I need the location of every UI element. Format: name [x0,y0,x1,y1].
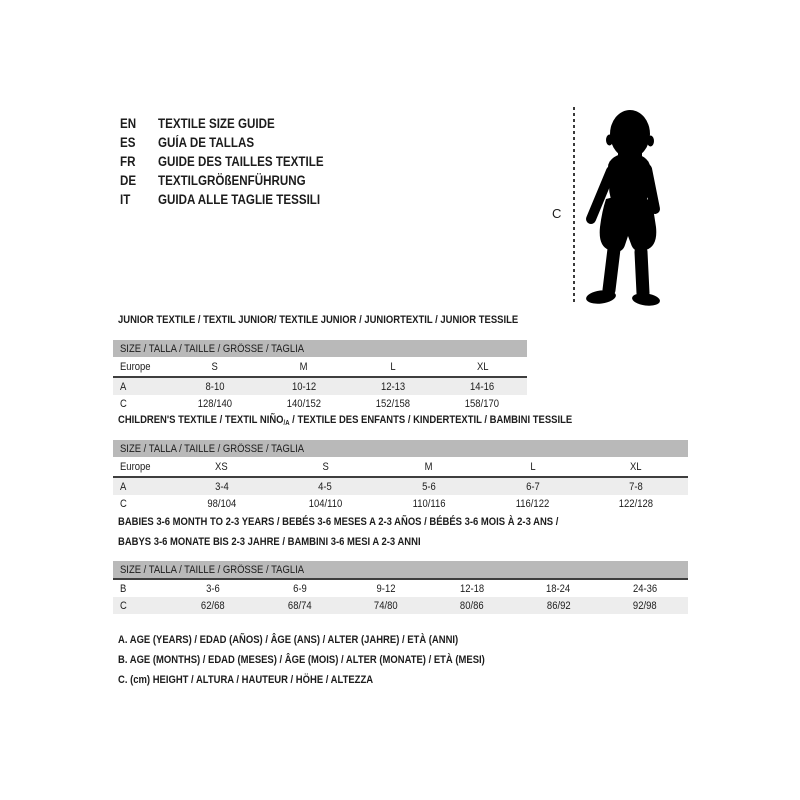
guide-title: TEXTILE SIZE GUIDE [158,116,275,131]
note-age-years: A. AGE (YEARS) / EDAD (AÑOS) / ÂGE (ANS)… [118,634,459,646]
nino-a-subscript: /A [283,420,290,427]
junior-table-title: JUNIOR TEXTILE / TEXTIL JUNIOR/ TEXTILE … [118,314,519,326]
value-cell: 86/92 [546,599,571,612]
row-label-cell: C [120,398,127,410]
language-code: IT [120,192,131,207]
value-cell: 128/140 [197,398,232,410]
guide-title: GUIDE DES TAILLES TEXTILE [158,154,324,169]
table-row-sizes: Europe S M L XL [113,357,527,378]
babies-size-table: SIZE / TALLA / TAILLE / GRÖSSE / TAGLIA … [113,561,688,614]
size-cell: L [529,460,536,473]
row-label-cell: C [120,498,127,510]
size-cell: XL [630,460,642,473]
guide-title: GUIDA ALLE TAGLIE TESSILI [158,192,321,207]
value-cell: 10-12 [291,380,316,393]
value-cell: 3-4 [214,480,229,493]
value-cell: 6-7 [525,480,540,493]
size-cell: M [299,360,308,373]
value-cell: 140/152 [286,398,321,410]
language-code: FR [120,154,136,169]
language-row-it: IT GUIDA ALLE TAGLIE TESSILI [120,190,351,209]
value-cell: 4-5 [318,480,333,493]
language-row-es: ES GUÍA DE TALLAS [120,133,351,152]
row-label-cell: Europe [120,360,151,373]
value-cell: 92/98 [632,599,657,612]
value-cell: 62/68 [201,599,225,612]
legend-notes: A. AGE (YEARS) / EDAD (AÑOS) / ÂGE (ANS)… [118,630,545,690]
value-cell: 18-24 [546,582,571,595]
value-cell: 152/158 [376,398,411,410]
value-cell: 3-6 [206,582,220,595]
value-cell: 68/74 [287,599,312,612]
value-cell: 24-36 [632,582,657,595]
size-cell: XS [215,460,229,473]
value-cell: 80/86 [460,599,484,612]
row-label-cell: A [120,480,127,493]
table-row-height: C 62/68 68/74 74/80 80/86 86/92 92/98 [113,597,688,614]
value-cell: 122/128 [619,498,654,510]
babies-table-title-line2: BABYS 3-6 MONATE BIS 2-3 JAHRE / BAMBINI… [118,536,421,548]
language-code: DE [120,173,137,188]
table-row-sizes: Europe XS S M L XL [113,457,688,478]
size-header-row: SIZE / TALLA / TAILLE / GRÖSSE / TAGLIA [113,561,688,580]
height-measure-dashed-line [573,107,575,305]
table-row-height: C 128/140 140/152 152/158 158/170 [113,395,527,413]
value-cell: 158/170 [465,398,500,410]
size-cell: L [390,360,396,373]
value-cell: 12-18 [460,582,485,595]
language-row-fr: FR GUIDE DES TAILLES TEXTILE [120,152,351,171]
value-cell: 14-16 [470,380,495,393]
size-cell: S [322,460,329,473]
value-cell: 7-8 [629,480,644,493]
value-cell: 12-13 [381,380,406,393]
row-label-cell: B [120,582,127,595]
language-code: ES [120,135,136,150]
baby-silhouette-icon [586,110,660,306]
children-table-title: CHILDREN'S TEXTILE / TEXTIL NIÑO/A / TEX… [118,414,573,427]
value-cell: 5-6 [422,480,436,493]
value-cell: 6-9 [292,582,307,595]
value-cell: 104/110 [308,498,343,510]
junior-size-table: SIZE / TALLA / TAILLE / GRÖSSE / TAGLIA … [113,340,527,413]
row-label-cell: A [120,380,127,393]
table-row-age: A 3-4 4-5 5-6 6-7 7-8 [113,478,688,495]
language-title-list: EN TEXTILE SIZE GUIDE ES GUÍA DE TALLAS … [120,114,351,209]
children-size-table: SIZE / TALLA / TAILLE / GRÖSSE / TAGLIA … [113,440,688,513]
value-cell: 116/122 [515,498,550,510]
size-header-row: SIZE / TALLA / TAILLE / GRÖSSE / TAGLIA [113,340,527,357]
table-row-age-months: B 3-6 6-9 9-12 12-18 18-24 24-36 [113,580,688,597]
value-cell: 74/80 [373,599,398,612]
row-label-cell: Europe [120,460,151,473]
language-row-de: DE TEXTILGRÖßENFÜHRUNG [120,171,351,190]
language-row-en: EN TEXTILE SIZE GUIDE [120,114,351,133]
note-height-cm: C. (cm) HEIGHT / ALTURA / HAUTEUR / HÖHE… [118,674,374,686]
size-cell: S [211,360,218,373]
value-cell: 9-12 [376,582,396,595]
guide-title: TEXTILGRÖßENFÜHRUNG [158,173,306,188]
language-code: EN [120,116,137,131]
table-row-age: A 8-10 10-12 12-13 14-16 [113,378,527,395]
table-row-height: C 98/104 104/110 110/116 116/122 122/128 [113,495,688,513]
size-cell: M [425,460,433,473]
babies-table-title-line1: BABIES 3-6 MONTH TO 2-3 YEARS / BEBÉS 3-… [118,516,559,528]
row-label-cell: C [120,599,127,612]
height-c-label: C [552,206,562,221]
size-header-row: SIZE / TALLA / TAILLE / GRÖSSE / TAGLIA [113,440,688,457]
value-cell: 8-10 [205,380,225,393]
size-cell: XL [476,360,489,373]
guide-title: GUÍA DE TALLAS [158,135,255,150]
note-age-months: B. AGE (MONTHS) / EDAD (MESES) / ÂGE (MO… [118,654,485,666]
value-cell: 98/104 [207,498,237,510]
value-cell: 110/116 [412,498,446,510]
